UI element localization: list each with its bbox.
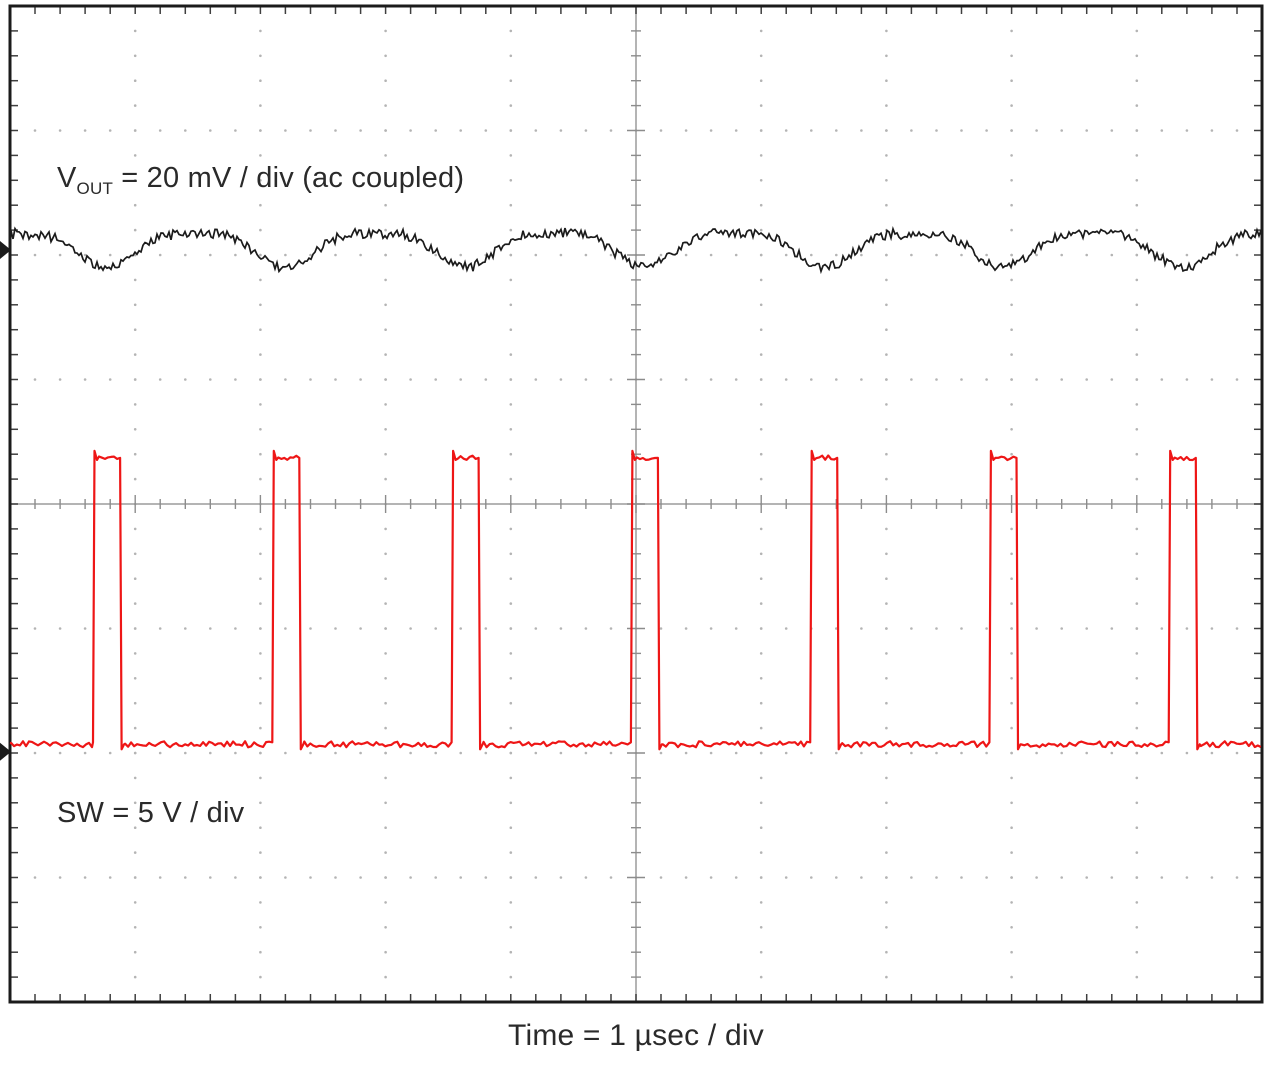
vout-label-rest: = 20 mV / div (ac coupled): [113, 162, 465, 194]
graticule: [8, 4, 1264, 1004]
vout-scale-label: VOUT = 20 mV / div (ac coupled): [57, 162, 464, 199]
waveform-traces: [9, 225, 1262, 751]
sw-channel-marker-icon: [0, 742, 11, 761]
sw-scale-label: SW = 5 V / div: [57, 797, 245, 829]
vout-label-prefix: V: [57, 162, 77, 194]
vout-channel-marker-icon: [0, 241, 11, 259]
vout-label-subscript: OUT: [76, 178, 114, 198]
time-scale-label: Time = 1 µsec / div: [508, 1019, 764, 1052]
channel-markers: [0, 241, 11, 761]
vout-ripple-trace: [10, 225, 1262, 275]
sw-pulse-trace: [9, 449, 1262, 751]
